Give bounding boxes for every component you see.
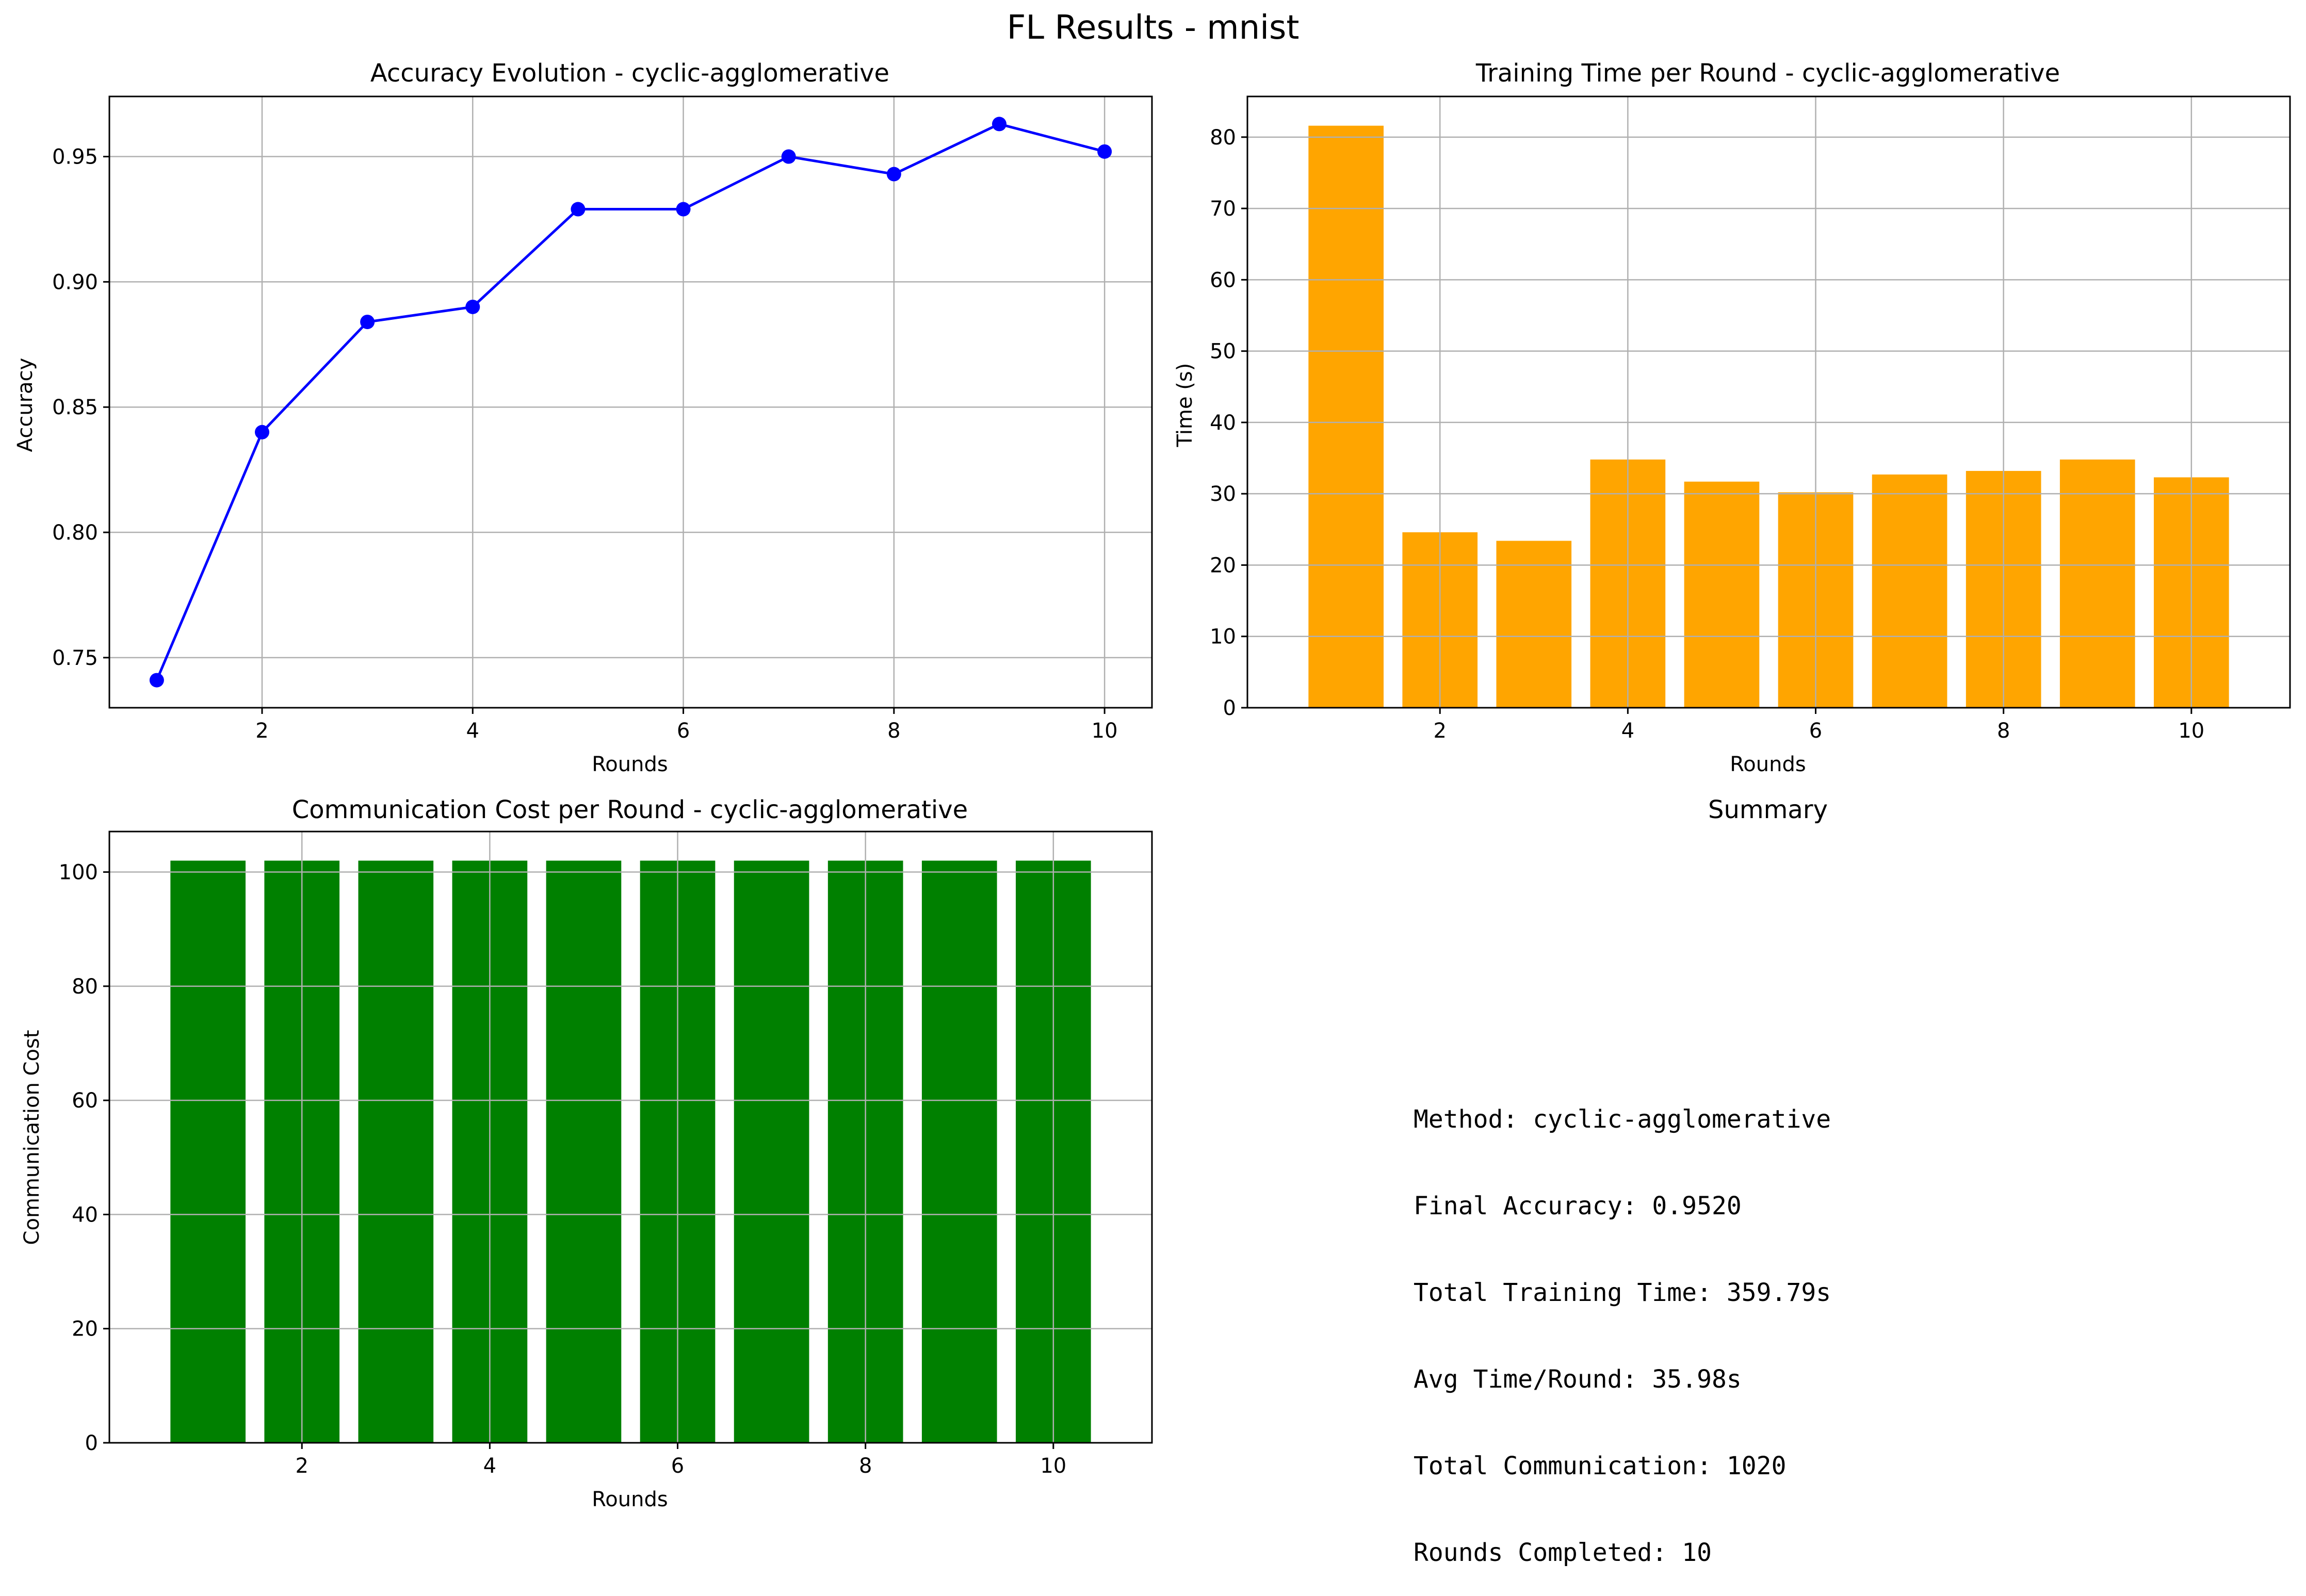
- accuracy-chart: Accuracy Evolution - cyclic-agglomerativ…: [13, 59, 1153, 776]
- data-point-round-3: [360, 315, 375, 330]
- x-tick-label: 10: [1092, 719, 1118, 743]
- summary-panel: Summary: [1708, 795, 1828, 824]
- data-point-round-2: [255, 425, 270, 439]
- bar-round-7: [1872, 474, 1947, 708]
- y-axis-label: Communication Cost: [20, 1030, 44, 1245]
- axes-frame: [1246, 95, 2291, 709]
- x-axis-label: Rounds: [592, 753, 668, 776]
- x-tick-label: 6: [671, 1454, 684, 1478]
- data-point-round-6: [676, 202, 691, 217]
- x-tick-label: 10: [1040, 1454, 1066, 1478]
- summary-title: Summary: [1708, 795, 1828, 824]
- y-tick-label: 0.75: [52, 646, 98, 670]
- y-tick-label: 100: [59, 861, 98, 885]
- figure-title: FL Results - mnist: [1007, 9, 1300, 47]
- y-tick-label: 0: [85, 1431, 98, 1455]
- figure-background: [0, 0, 2306, 1524]
- axes-frame: [108, 95, 1153, 709]
- summary-line-method: Method: cyclic-agglomerative: [1414, 1105, 1831, 1134]
- bar-round-1: [1308, 125, 1384, 708]
- x-tick-label: 6: [677, 719, 690, 743]
- data-point-round-9: [992, 117, 1006, 132]
- y-tick-label: 0: [1223, 696, 1236, 720]
- y-axis-label: Time (s): [1173, 363, 1197, 448]
- y-tick-label: 40: [72, 1203, 98, 1227]
- y-tick-label: 20: [72, 1317, 98, 1341]
- y-tick-label: 30: [1210, 482, 1236, 506]
- chart-title: Communication Cost per Round - cyclic-ag…: [292, 795, 968, 824]
- summary-line-rounds-completed: Rounds Completed: 10: [1414, 1538, 1712, 1567]
- data-point-round-8: [886, 167, 901, 182]
- x-tick-label: 4: [1621, 719, 1634, 743]
- y-tick-label: 70: [1210, 197, 1236, 221]
- summary-text: Method: cyclic-agglomerative Final Accur…: [1414, 1047, 1831, 1596]
- y-tick-label: 40: [1210, 411, 1236, 435]
- y-tick-label: 0.85: [52, 396, 98, 419]
- bar-round-5: [1684, 481, 1760, 708]
- bar-round-3: [1496, 541, 1572, 708]
- axes-frame: [108, 830, 1153, 1444]
- y-axis-label: Accuracy: [13, 358, 37, 452]
- x-axis-label: Rounds: [1730, 753, 1806, 776]
- x-tick-label: 2: [255, 719, 268, 743]
- data-point-round-4: [465, 299, 480, 314]
- bar-round-5: [546, 860, 622, 1443]
- x-axis-label: Rounds: [592, 1488, 668, 1511]
- data-point-round-10: [1097, 144, 1112, 159]
- y-tick-label: 60: [1210, 268, 1236, 292]
- x-tick-label: 2: [296, 1454, 308, 1478]
- y-tick-label: 50: [1210, 340, 1236, 364]
- data-point-round-7: [781, 149, 796, 164]
- x-tick-label: 4: [466, 719, 479, 743]
- data-point-round-5: [571, 202, 586, 217]
- y-tick-label: 0.80: [52, 521, 98, 545]
- data-point-round-1: [149, 673, 164, 688]
- communication-cost-chart: Communication Cost per Round - cyclic-ag…: [20, 795, 1153, 1511]
- accuracy-line: [155, 122, 1105, 681]
- y-tick-label: 80: [72, 975, 98, 999]
- x-tick-label: 8: [1997, 719, 2010, 743]
- x-tick-label: 2: [1434, 719, 1447, 743]
- y-tick-label: 80: [1210, 126, 1236, 150]
- bar-round-1: [170, 860, 246, 1443]
- training-time-chart: Training Time per Round - cyclic-agglome…: [1173, 59, 2291, 776]
- summary-line-total-training-time: Total Training Time: 359.79s: [1414, 1278, 1831, 1307]
- chart-title: Accuracy Evolution - cyclic-agglomerativ…: [370, 59, 889, 88]
- chart-title: Training Time per Round - cyclic-agglome…: [1475, 59, 2060, 88]
- x-tick-label: 10: [2178, 719, 2204, 743]
- bar-round-9: [2059, 459, 2135, 708]
- y-tick-label: 10: [1210, 625, 1236, 649]
- y-tick-label: 20: [1210, 553, 1236, 577]
- summary-line-avg-time-per-round: Avg Time/Round: 35.98s: [1414, 1365, 1742, 1394]
- x-tick-label: 6: [1809, 719, 1822, 743]
- bar-round-3: [358, 860, 434, 1443]
- y-tick-label: 0.95: [52, 145, 98, 169]
- summary-line-final-accuracy: Final Accuracy: 0.9520: [1414, 1192, 1742, 1220]
- y-tick-label: 60: [72, 1089, 98, 1113]
- bar-round-7: [734, 860, 809, 1443]
- x-tick-label: 4: [483, 1454, 496, 1478]
- summary-line-total-communication: Total Communication: 1020: [1414, 1452, 1787, 1480]
- x-tick-label: 8: [859, 1454, 872, 1478]
- y-tick-label: 0.90: [52, 270, 98, 294]
- x-tick-label: 8: [887, 719, 900, 743]
- figure: FL Results - mnist Accuracy Evolution - …: [0, 0, 2306, 1524]
- bar-round-9: [921, 860, 997, 1443]
